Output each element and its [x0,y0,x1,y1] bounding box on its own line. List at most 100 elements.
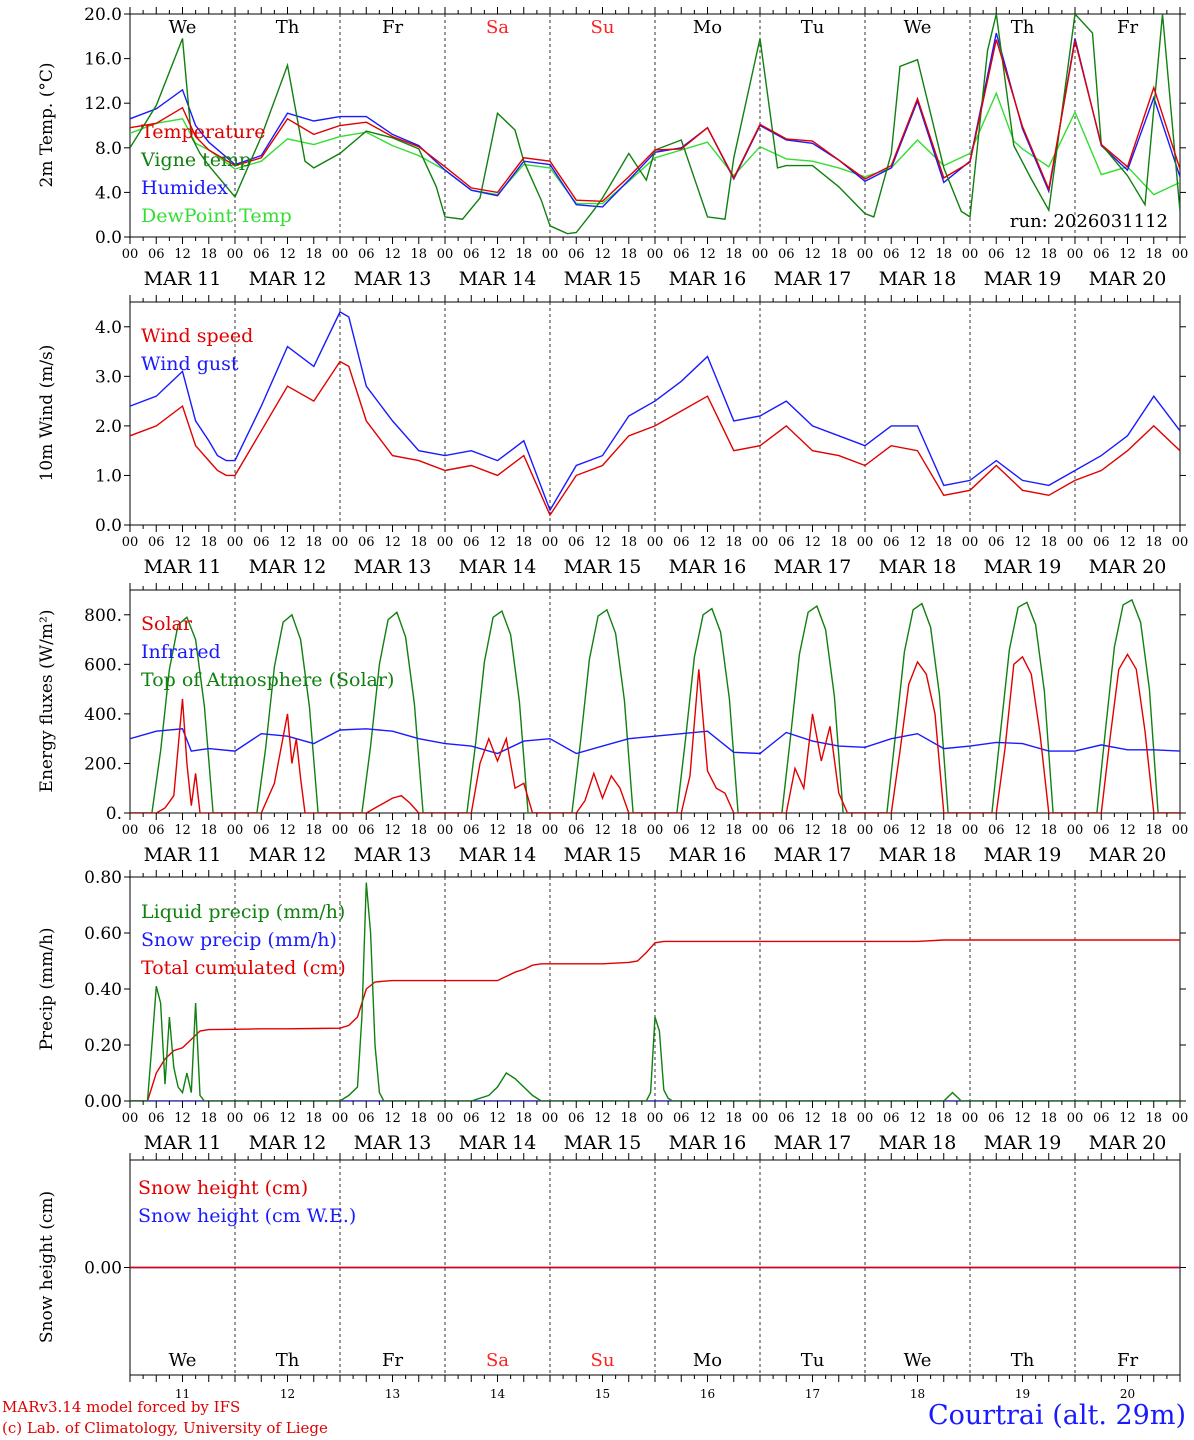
day-date-label: MAR 12 [249,844,327,866]
hour-tick-label: 00 [1067,1111,1084,1126]
hour-tick-label: 00 [752,535,769,550]
y-axis-label: Snow height (cm) [37,1191,57,1343]
legend-entry: Snow height (cm) [138,1177,308,1199]
day-date-label: MAR 16 [669,268,747,290]
y-tick-label: 12.0 [84,94,122,114]
hour-tick-label: 00 [122,535,139,550]
day-date-label: MAR 14 [459,844,537,866]
weekday-label: We [169,17,197,38]
weekday-label: We [904,17,932,38]
hour-tick-label: 00 [1172,823,1189,838]
hour-tick-label: 06 [778,247,795,262]
hour-tick-label: 12 [909,535,926,550]
hour-tick-label: 18 [830,823,847,838]
weekday-label: Th [1011,1350,1035,1371]
hour-tick-label: 06 [673,247,690,262]
run-label: run: 2026031112 [1010,211,1168,232]
hour-tick-label: 00 [122,247,139,262]
hour-tick-label: 12 [489,535,506,550]
y-axis-label: 10m Wind (m/s) [37,345,57,482]
legend-entry: Vigne temp [140,149,251,171]
y-tick-label: 0.80 [84,868,122,888]
hour-tick-label: 12 [909,247,926,262]
y-axis-label: Energy fluxes (W/m²) [37,610,57,793]
hour-tick-label: 12 [384,823,401,838]
weekday-label: Fr [1117,1350,1138,1371]
hour-tick-label: 06 [778,823,795,838]
weekday-label: Th [276,1350,300,1371]
hour-tick-label: 06 [883,247,900,262]
day-date-label: MAR 19 [984,556,1062,578]
day-date-label: MAR 20 [1089,1132,1167,1154]
hour-tick-label: 06 [463,247,480,262]
hour-tick-label: 00 [1067,247,1084,262]
hour-tick-label: 12 [1014,823,1031,838]
weekday-label: We [169,1350,197,1371]
hour-tick-label: 18 [305,535,322,550]
hour-tick-label: 18 [305,1111,322,1126]
hour-tick-label: 12 [384,535,401,550]
day-number-label: 18 [910,1387,925,1400]
y-tick-label: 4.0 [95,183,122,203]
day-number-label: 15 [595,1387,610,1400]
hour-tick-label: 06 [463,1111,480,1126]
y-tick-label: 200. [84,754,122,774]
hour-tick-label: 18 [830,1111,847,1126]
plot-frame-1 [129,301,1181,526]
series-line-wind-gust [130,310,1180,512]
y-tick-label: 0.0 [95,228,122,248]
day-date-label: MAR 13 [354,844,432,866]
hour-tick-label: 00 [542,247,559,262]
hour-tick-label: 12 [594,1111,611,1126]
weekday-label: Tu [801,1350,825,1371]
hour-tick-label: 18 [515,1111,532,1126]
hour-tick-label: 00 [752,247,769,262]
day-date-label: MAR 16 [669,1132,747,1154]
legend-entry: Snow precip (mm/h) [141,929,337,951]
weekday-label: We [904,1350,932,1371]
hour-tick-label: 06 [568,1111,585,1126]
legend-entry: Temperature [141,121,265,143]
y-axis-label: 2m Temp. (°C) [37,62,57,187]
hour-tick-label: 18 [305,247,322,262]
day-number-label: 19 [1015,1387,1030,1400]
station-label: Courtrai (alt. 29m) [927,1400,1186,1431]
credit-line-2: (c) Lab. of Climatology, University of L… [2,1419,328,1437]
hour-tick-label: 06 [253,247,270,262]
hour-tick-label: 12 [1014,535,1031,550]
y-tick-label: 4.0 [95,318,122,338]
hour-tick-label: 06 [253,823,270,838]
y-tick-label: 800. [84,606,122,626]
y-tick-label: 400. [84,705,122,725]
hour-tick-label: 12 [1014,247,1031,262]
hour-tick-label: 12 [384,247,401,262]
day-date-label: MAR 12 [249,556,327,578]
legend-entry: DewPoint Temp [141,205,292,227]
hour-tick-label: 18 [1145,1111,1162,1126]
credit-line-1: MARv3.14 model forced by IFS [2,1398,241,1416]
hour-tick-label: 00 [857,1111,874,1126]
y-axis-label: Precip (mm/h) [37,927,57,1050]
hour-tick-label: 12 [489,823,506,838]
hour-tick-label: 18 [1040,823,1057,838]
day-date-label: MAR 20 [1089,268,1167,290]
legend-entry: Infrared [141,641,221,663]
day-date-label: MAR 18 [879,1132,957,1154]
day-date-label: MAR 12 [249,1132,327,1154]
hour-tick-label: 00 [647,247,664,262]
hour-tick-label: 18 [410,823,427,838]
day-date-label: MAR 16 [669,556,747,578]
hour-tick-label: 18 [725,823,742,838]
day-date-label: MAR 18 [879,268,957,290]
weekday-label: Fr [382,17,403,38]
series-line-top-of-atmosphere-solar- [130,598,1180,813]
day-date-label: MAR 15 [564,556,642,578]
hour-tick-label: 12 [699,247,716,262]
legend-entry: Liquid precip (mm/h) [141,901,345,923]
weekday-label: Fr [1117,17,1138,38]
hour-tick-label: 00 [962,535,979,550]
day-date-label: MAR 16 [669,844,747,866]
day-date-label: MAR 15 [564,268,642,290]
hour-tick-label: 06 [1093,1111,1110,1126]
hour-tick-label: 18 [305,823,322,838]
